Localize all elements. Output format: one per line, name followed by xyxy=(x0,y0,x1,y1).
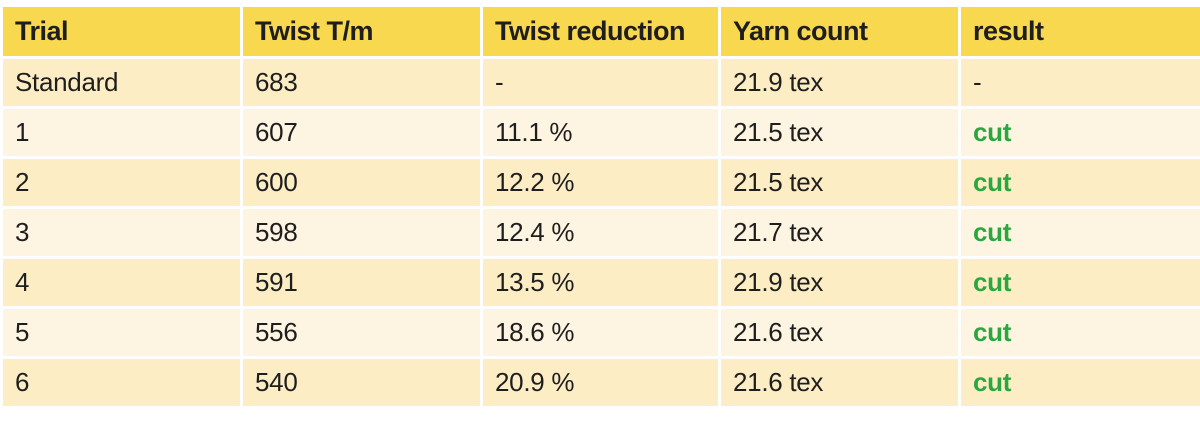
table-cell: cut xyxy=(960,308,1200,358)
table-cell: 21.5 tex xyxy=(720,158,960,208)
table-cell: 21.6 tex xyxy=(720,358,960,408)
table-cell: 4 xyxy=(2,258,242,308)
table-cell: 12.4 % xyxy=(482,208,720,258)
table-cell: Standard xyxy=(2,58,242,108)
table-cell: cut xyxy=(960,258,1200,308)
table-cell: 3 xyxy=(2,208,242,258)
table-cell: - xyxy=(482,58,720,108)
table-cell: 21.6 tex xyxy=(720,308,960,358)
table-cell: 5 xyxy=(2,308,242,358)
header-cell: Trial xyxy=(2,6,242,58)
table-cell: 1 xyxy=(2,108,242,158)
table-cell: 540 xyxy=(242,358,482,408)
table-cell: 13.5 % xyxy=(482,258,720,308)
header-cell: Twist T/m xyxy=(242,6,482,58)
table-cell: 600 xyxy=(242,158,482,208)
table-cell: cut xyxy=(960,208,1200,258)
header-cell: result xyxy=(960,6,1200,58)
table-cell: - xyxy=(960,58,1200,108)
table-cell: 18.6 % xyxy=(482,308,720,358)
table-cell: 6 xyxy=(2,358,242,408)
table-cell: 21.5 tex xyxy=(720,108,960,158)
header-cell: Yarn count xyxy=(720,6,960,58)
table-cell: 20.9 % xyxy=(482,358,720,408)
table-cell: cut xyxy=(960,358,1200,408)
table-cell: 591 xyxy=(242,258,482,308)
table-cell: 12.2 % xyxy=(482,158,720,208)
table-cell: 11.1 % xyxy=(482,108,720,158)
table-cell: 598 xyxy=(242,208,482,258)
table-cell: 21.9 tex xyxy=(720,58,960,108)
table-cell: 21.7 tex xyxy=(720,208,960,258)
table-cell: 21.9 tex xyxy=(720,258,960,308)
table-cell: 2 xyxy=(2,158,242,208)
table-cell: 683 xyxy=(242,58,482,108)
header-cell: Twist reduction xyxy=(482,6,720,58)
table-cell: 556 xyxy=(242,308,482,358)
table-cell: 607 xyxy=(242,108,482,158)
table-cell: cut xyxy=(960,158,1200,208)
table-cell: cut xyxy=(960,108,1200,158)
